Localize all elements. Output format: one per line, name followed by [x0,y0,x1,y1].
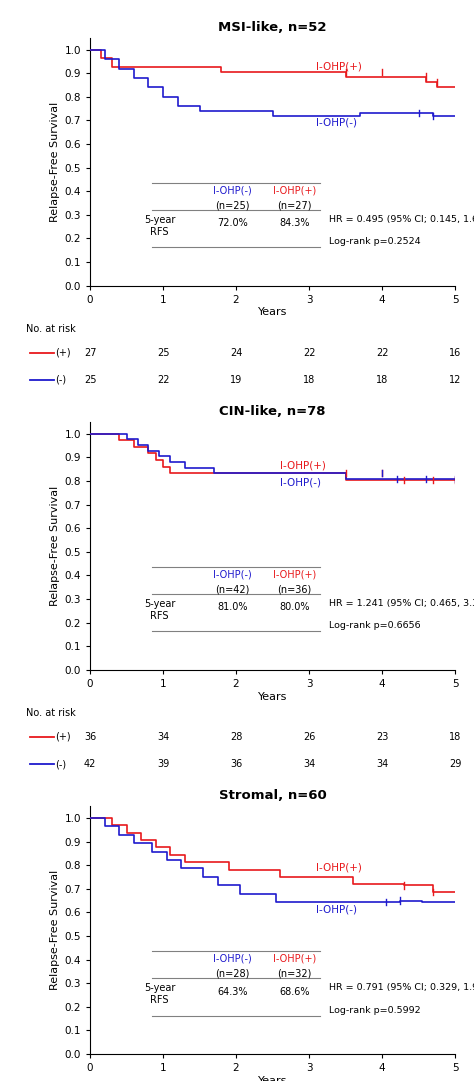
Text: 84.3%: 84.3% [279,218,310,228]
Text: (-): (-) [55,759,66,769]
Text: 18: 18 [303,375,315,385]
Text: 28: 28 [230,732,242,742]
Text: 26: 26 [303,732,315,742]
Text: 39: 39 [157,759,169,769]
Text: 25: 25 [84,375,96,385]
Text: Log-rank p=0.5992: Log-rank p=0.5992 [329,1005,421,1015]
Text: (n=42): (n=42) [215,585,250,595]
Text: (n=25): (n=25) [215,200,250,210]
Text: (n=27): (n=27) [277,200,312,210]
Text: 34: 34 [303,759,315,769]
Text: 27: 27 [84,348,96,358]
Text: (n=28): (n=28) [215,969,250,978]
Text: 64.3%: 64.3% [217,987,247,997]
Text: Log-rank p=0.6656: Log-rank p=0.6656 [329,622,421,630]
Title: Stromal, n=60: Stromal, n=60 [219,789,327,802]
Text: 18: 18 [376,375,388,385]
Text: 22: 22 [157,375,169,385]
Text: 22: 22 [376,348,388,358]
Title: CIN-like, n=78: CIN-like, n=78 [219,405,326,418]
Text: I-OHP(+): I-OHP(+) [273,570,316,579]
Text: 12: 12 [449,375,461,385]
Text: 68.6%: 68.6% [279,987,310,997]
Text: 29: 29 [449,759,461,769]
Text: (n=36): (n=36) [277,585,311,595]
Text: I-OHP(+): I-OHP(+) [316,863,362,872]
Text: 24: 24 [230,348,242,358]
Text: 72.0%: 72.0% [217,218,248,228]
Y-axis label: Relapse-Free Survival: Relapse-Free Survival [50,485,60,606]
Text: I-OHP(-): I-OHP(-) [213,570,252,579]
Text: I-OHP(+): I-OHP(+) [273,953,316,963]
Text: 34: 34 [376,759,388,769]
Text: 34: 34 [157,732,169,742]
Text: 25: 25 [157,348,169,358]
X-axis label: Years: Years [258,307,287,318]
Text: 22: 22 [303,348,315,358]
Text: HR = 0.495 (95% CI; 0.145, 1.692): HR = 0.495 (95% CI; 0.145, 1.692) [329,215,474,224]
Text: 5-year
RFS: 5-year RFS [144,215,175,237]
Text: 36: 36 [84,732,96,742]
Text: 23: 23 [376,732,388,742]
Text: I-OHP(+): I-OHP(+) [273,185,316,196]
Text: I-OHP(-): I-OHP(-) [316,905,357,915]
Text: I-OHP(+): I-OHP(+) [280,461,326,470]
Text: 81.0%: 81.0% [217,602,247,613]
Text: (-): (-) [55,375,66,385]
Text: 36: 36 [230,759,242,769]
Text: No. at risk: No. at risk [26,708,76,718]
Text: 5-year
RFS: 5-year RFS [144,984,175,1005]
Text: 19: 19 [230,375,242,385]
Text: HR = 0.791 (95% CI; 0.329, 1.901): HR = 0.791 (95% CI; 0.329, 1.901) [329,984,474,992]
Text: I-OHP(-): I-OHP(-) [280,477,321,488]
Text: (+): (+) [55,348,71,358]
Text: I-OHP(+): I-OHP(+) [316,62,362,71]
Text: 5-year
RFS: 5-year RFS [144,599,175,620]
Text: HR = 1.241 (95% CI; 0.465, 3.308): HR = 1.241 (95% CI; 0.465, 3.308) [329,599,474,609]
Text: (+): (+) [55,732,71,742]
Y-axis label: Relapse-Free Survival: Relapse-Free Survival [50,102,60,222]
Text: 16: 16 [449,348,461,358]
Text: No. at risk: No. at risk [26,324,76,334]
Text: I-OHP(-): I-OHP(-) [316,118,357,128]
Text: I-OHP(-): I-OHP(-) [213,953,252,963]
Text: Log-rank p=0.2524: Log-rank p=0.2524 [329,238,421,246]
X-axis label: Years: Years [258,692,287,702]
Text: 18: 18 [449,732,461,742]
Title: MSI-like, n=52: MSI-like, n=52 [219,21,327,34]
Text: 42: 42 [84,759,96,769]
Text: 80.0%: 80.0% [279,602,310,613]
Text: (n=32): (n=32) [277,969,311,978]
Text: I-OHP(-): I-OHP(-) [213,185,252,196]
X-axis label: Years: Years [258,1076,287,1081]
Y-axis label: Relapse-Free Survival: Relapse-Free Survival [50,870,60,990]
